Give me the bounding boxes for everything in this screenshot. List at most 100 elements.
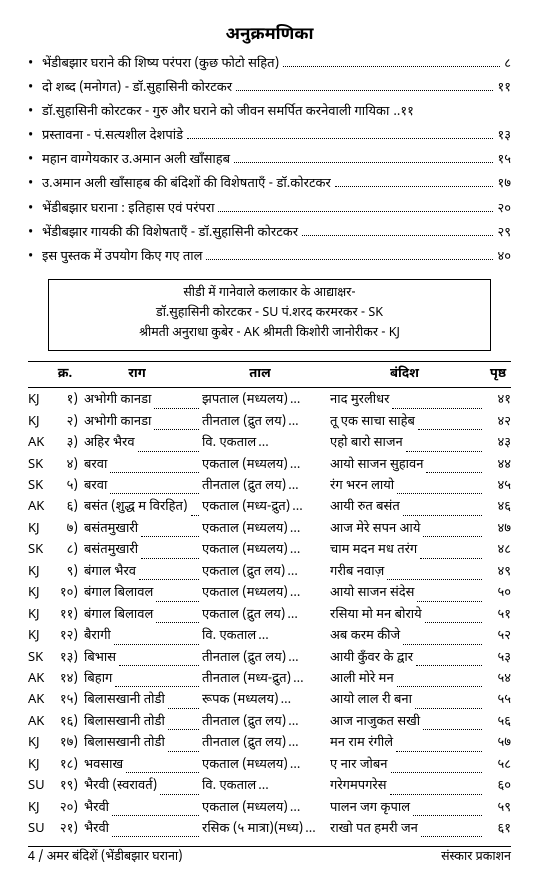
bullet-icon: •: [28, 52, 42, 76]
toc-item: •भेंडीबझार घराने की शिष्य परंपरा (कुछ फो…: [28, 52, 511, 76]
leader-dots: [426, 455, 482, 473]
row-taal: तीनताल (द्रुत लय) ...: [202, 648, 330, 669]
row-raag: बंगाल भैरव: [84, 562, 202, 583]
leader-dots: [119, 648, 199, 666]
table-row: KJ११)बंगाल बिलावलएकताल (द्रुत लय) ... रस…: [28, 605, 511, 626]
row-artist: KJ: [28, 755, 52, 776]
row-raag: अहिर भैरव: [84, 433, 202, 454]
row-page: ६१: [485, 819, 511, 840]
toc-text: भेंडीबझार गायकी की विशेषताएँ - डॉ.सुहासि…: [42, 223, 298, 245]
row-artist: KJ: [28, 798, 52, 819]
leader-dots: [168, 690, 199, 708]
bullet-icon: •: [28, 221, 42, 245]
table-row: KJ२)अभोगी कानडातीनताल (द्रुत लय) ... तू …: [28, 412, 511, 433]
table-row: SK५)बरवातीनताल (द्रुत लय) ... रंग भरन ला…: [28, 476, 511, 497]
leader-dots: [403, 497, 482, 515]
row-raag: बंगाल बिलावल: [84, 583, 202, 604]
row-raag: बरवा: [84, 476, 202, 497]
row-taal: एकताल (मध्यलय) ...: [202, 540, 330, 561]
table-row: AK३)अहिर भैरववि. एकताल ... एहो बारो साजन…: [28, 433, 511, 454]
toc-item: •भेंडीबझार गायकी की विशेषताएँ - डॉ.सुहास…: [28, 221, 511, 245]
row-number: ६): [52, 497, 84, 518]
row-number: ३): [52, 433, 84, 454]
toc-item: •इस पुस्तक में उपयोग किए गए ताल४०: [28, 245, 511, 269]
row-page: ५९: [485, 798, 511, 819]
row-page: ४९: [485, 562, 511, 583]
hdr-band: बंदिश: [324, 364, 485, 385]
row-number: १२): [52, 626, 84, 647]
leader-dots: [392, 390, 482, 408]
leader-dots: [423, 519, 482, 537]
table-row: KJ७)बसंतमुखारीएकताल (मध्यलय) ... आज मेरे…: [28, 519, 511, 540]
row-number: ४): [52, 455, 84, 476]
row-raag: बरवा: [84, 455, 202, 476]
toc-item: •उ.अमान अली खाँसाहब की बंदिशों की विशेषत…: [28, 172, 511, 196]
leader-dots: [302, 235, 493, 236]
row-page: ५३: [485, 648, 511, 669]
table-body: KJ१)अभोगी कानडाझपताल (मध्यलय) ... नाद मु…: [28, 390, 511, 840]
table-header: क्र. राग ताल बंदिश पृष्ठ: [28, 361, 511, 388]
row-bandish: गरीब नवाज़: [330, 562, 485, 583]
leader-dots: [335, 186, 494, 187]
leader-dots: [421, 819, 482, 837]
row-bandish: एहो बारो साजन: [330, 433, 485, 454]
table-row: AK६)बसंत (शुद्ध म विरहित)एकताल (मध्य-द्र…: [28, 497, 511, 518]
row-raag: भैरवी: [84, 798, 202, 819]
row-taal: एकताल (मध्यलय) ...: [202, 519, 330, 540]
row-artist: SK: [28, 648, 52, 669]
table-row: SK१३)बिभासतीनताल (द्रुत लय) ... आयी कुँव…: [28, 648, 511, 669]
row-bandish: रंग भरन लायो: [330, 476, 485, 497]
row-taal: झपताल (मध्यलय) ...: [202, 390, 330, 411]
table-row: KJ९)बंगाल भैरवएकताल (द्रुत लय) ... गरीब …: [28, 562, 511, 583]
leader-dots: [154, 412, 199, 430]
leader-dots: [218, 211, 493, 212]
row-page: ५२: [485, 626, 511, 647]
row-number: ८): [52, 540, 84, 561]
artistbox-line3: श्रीमती अनुराधा कुबेर - AK श्रीमती किशोर…: [59, 324, 480, 344]
toc-item: •प्रस्तावना - पं.सत्यशील देशपांडे१३: [28, 124, 511, 148]
row-artist: SK: [28, 476, 52, 497]
row-bandish: रसिया मो मन बोराये: [330, 605, 485, 626]
row-artist: KJ: [28, 733, 52, 754]
row-taal: तीनताल (द्रुत लय) ...: [202, 476, 330, 497]
table-row: KJ१२)बैरागीवि. एकताल ... अब करम कीजे५२: [28, 626, 511, 647]
bullet-icon: •: [28, 76, 42, 100]
leader-dots: [413, 798, 482, 816]
table-row: KJ१७)बिलासखानी तोडीतीनताल (द्रुत लय) ...…: [28, 733, 511, 754]
row-bandish: आयो साजन संदेस: [330, 583, 485, 604]
toc-page: ११: [400, 102, 414, 124]
row-bandish: गरेगमपगरेस: [330, 776, 485, 797]
row-artist: SK: [28, 540, 52, 561]
leader-dots: [168, 712, 199, 730]
toc-page: २०: [497, 199, 511, 221]
table-row: KJ१८)भवसाखएकताल (मध्यलय) ... ए नार जोबन५…: [28, 755, 511, 776]
row-raag: बिहाग: [84, 669, 202, 690]
row-artist: KJ: [28, 412, 52, 433]
row-page: ४७: [485, 519, 511, 540]
bullet-icon: •: [28, 100, 42, 124]
leader-dots: [418, 412, 482, 430]
table-row: SU२१)भैरवीरसिक (५ मात्रा)(मध्य) ... राखो…: [28, 819, 511, 840]
row-raag: बसंतमुखारी: [84, 540, 202, 561]
leader-dots: [420, 540, 482, 558]
leader-dots: [156, 583, 199, 601]
row-taal: एकताल (मध्य-द्रुत) ...: [202, 497, 330, 518]
leader-dots: [112, 798, 199, 816]
row-page: ४८: [485, 540, 511, 561]
row-number: १८): [52, 755, 84, 776]
bullet-icon: •: [28, 197, 42, 221]
row-artist: SU: [28, 776, 52, 797]
leader-dots: [416, 648, 482, 666]
toc-page: ४०: [497, 247, 511, 269]
table-row: KJ१०)बंगाल बिलावलएकताल (मध्यलय) ... आयो …: [28, 583, 511, 604]
row-artist: KJ: [28, 605, 52, 626]
bullet-icon: •: [28, 148, 42, 172]
row-page: ४५: [485, 476, 511, 497]
leader-dots: [191, 497, 199, 515]
leader-dots: [154, 390, 199, 408]
leader-dots: [206, 259, 493, 260]
row-number: १५): [52, 690, 84, 711]
hdr-page: पृष्ठ: [485, 364, 511, 385]
row-artist: KJ: [28, 583, 52, 604]
toc-page: ११: [497, 78, 511, 100]
